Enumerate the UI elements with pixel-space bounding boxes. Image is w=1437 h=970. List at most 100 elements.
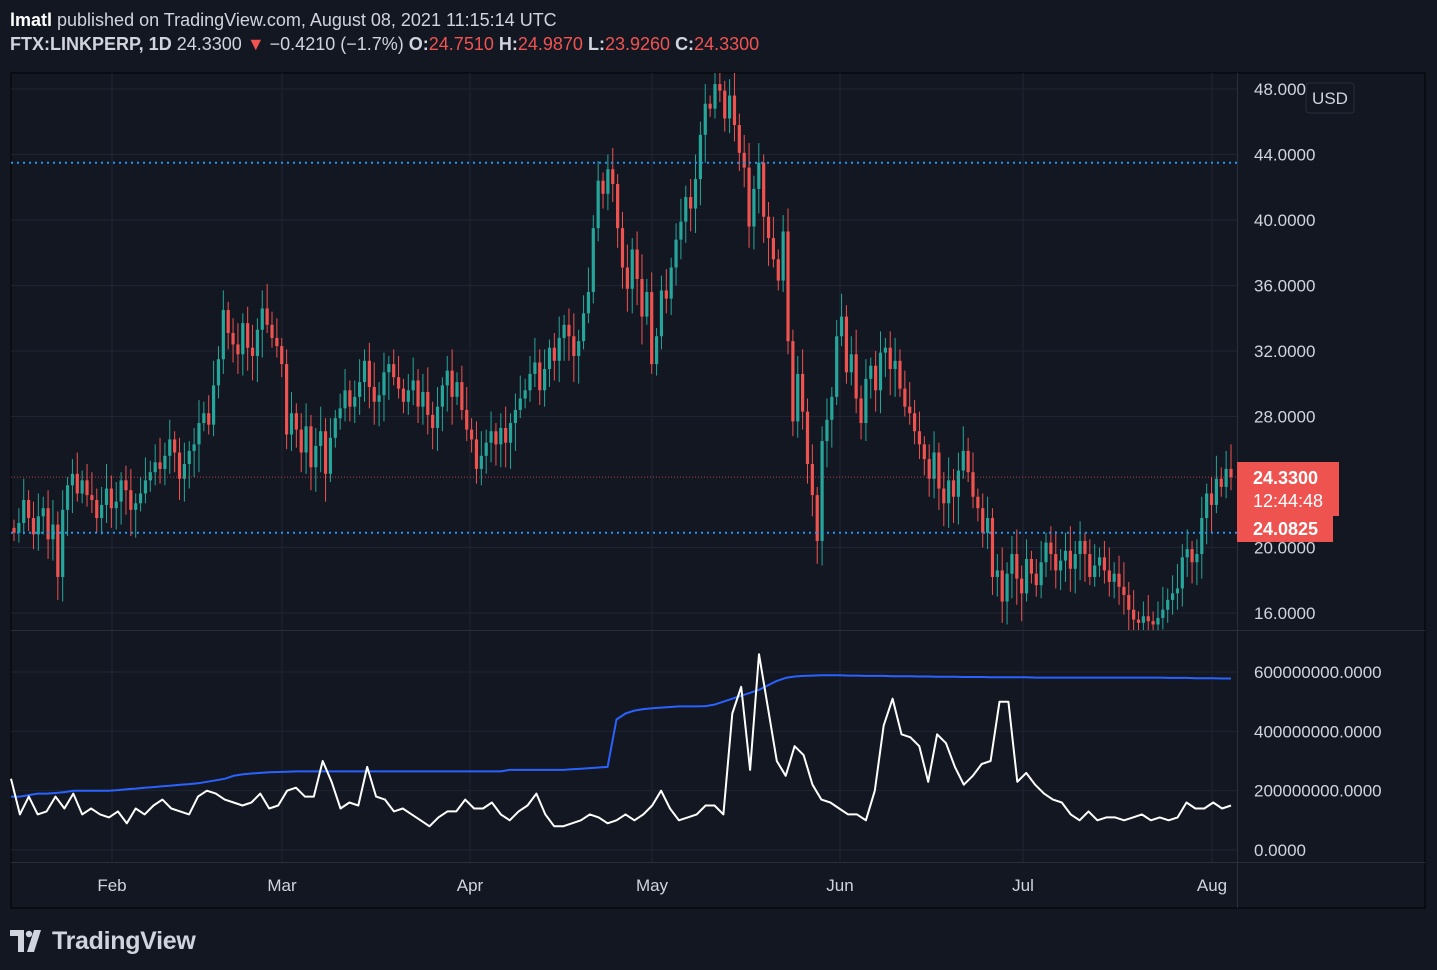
candle-body bbox=[864, 378, 868, 424]
candle-body bbox=[771, 238, 776, 260]
candle-body bbox=[1054, 554, 1058, 571]
candle-body bbox=[241, 323, 245, 355]
candle-body bbox=[718, 84, 722, 91]
candle-body bbox=[961, 450, 965, 471]
candle-body bbox=[1039, 562, 1043, 586]
candle-body bbox=[762, 162, 766, 217]
candle-body bbox=[1170, 593, 1175, 600]
volume-tick-label: 0.0000 bbox=[1254, 841, 1306, 860]
countdown-label: 12:44:48 bbox=[1253, 491, 1323, 511]
candle-body bbox=[630, 249, 634, 289]
candle-body bbox=[625, 267, 629, 289]
candle-body bbox=[406, 390, 410, 402]
candle-body bbox=[353, 396, 357, 407]
candle-body bbox=[367, 360, 371, 388]
price-tick-label: 40.0000 bbox=[1254, 211, 1315, 230]
candle-body bbox=[1049, 542, 1053, 555]
candle-body bbox=[898, 360, 902, 389]
candle-body bbox=[786, 231, 790, 342]
candle-body bbox=[192, 444, 196, 451]
candle-body bbox=[1209, 493, 1214, 505]
candle-body bbox=[1195, 554, 1199, 563]
candle-body bbox=[1068, 550, 1072, 569]
candle-body bbox=[513, 409, 518, 424]
candle-body bbox=[372, 387, 376, 402]
candle-body bbox=[990, 518, 995, 577]
candle-body bbox=[333, 418, 337, 438]
candle-body bbox=[265, 308, 269, 325]
candle-body bbox=[1000, 570, 1004, 602]
candle-body bbox=[173, 439, 177, 453]
candle-body bbox=[328, 437, 333, 474]
candle-body bbox=[947, 480, 951, 504]
currency-badge bbox=[1305, 82, 1355, 114]
candle-body bbox=[323, 431, 328, 474]
volume-ma-line bbox=[11, 674, 1231, 798]
candle-body bbox=[499, 427, 503, 445]
candle-body bbox=[187, 450, 191, 464]
candle-body bbox=[460, 382, 464, 410]
candle-body bbox=[1029, 558, 1034, 574]
candle-body bbox=[250, 347, 255, 356]
candle-body bbox=[586, 292, 591, 314]
candle-body bbox=[46, 508, 50, 540]
volume-line bbox=[10, 653, 1232, 828]
candle-body bbox=[732, 95, 737, 126]
author-name[interactable]: lmatl bbox=[10, 10, 53, 30]
time-tick-label: Jun bbox=[826, 876, 853, 895]
candle-body bbox=[591, 228, 595, 293]
time-tick-label: Apr bbox=[457, 876, 484, 895]
candle-body bbox=[650, 292, 654, 365]
candle-body bbox=[450, 370, 454, 397]
candle-body bbox=[484, 442, 488, 456]
candle-body bbox=[1073, 554, 1077, 569]
candle-body bbox=[723, 90, 727, 119]
candle-body bbox=[41, 508, 45, 517]
candle-body bbox=[1146, 616, 1150, 622]
candle-body bbox=[246, 323, 250, 348]
candle-body bbox=[1107, 570, 1111, 582]
low-label: L: bbox=[587, 34, 605, 54]
last-price-badge bbox=[1237, 462, 1339, 516]
candle-body bbox=[1141, 616, 1145, 623]
candle-body bbox=[654, 336, 659, 365]
candle-body bbox=[479, 455, 483, 469]
candle-body bbox=[465, 409, 469, 430]
time-tick-label: Mar bbox=[267, 876, 297, 895]
candle-body bbox=[708, 103, 712, 109]
candle-body bbox=[859, 398, 863, 424]
candle-body bbox=[727, 95, 732, 119]
candle-body bbox=[1078, 540, 1082, 555]
candle-body bbox=[693, 179, 698, 209]
candle-body bbox=[275, 337, 279, 347]
candle-body bbox=[581, 313, 586, 342]
candle-body bbox=[358, 382, 362, 397]
candle-body bbox=[981, 508, 985, 533]
price-tick-label: 36.0000 bbox=[1254, 277, 1315, 296]
candle-body bbox=[888, 347, 892, 370]
price-tick-label: 48.0000 bbox=[1254, 80, 1315, 99]
candle-body bbox=[80, 480, 84, 494]
candle-body bbox=[236, 344, 240, 355]
footer-brand[interactable]: TradingView bbox=[10, 924, 196, 958]
candle-body bbox=[1117, 573, 1121, 587]
candle-body bbox=[912, 413, 917, 432]
candle-body bbox=[411, 380, 415, 391]
candle-body bbox=[1224, 468, 1228, 487]
candle-body bbox=[703, 103, 707, 135]
candle-body bbox=[153, 462, 157, 473]
candle-body bbox=[1059, 560, 1063, 571]
volume-tick-label: 400000000.0000 bbox=[1254, 722, 1382, 741]
open-value: 24.7510 bbox=[428, 34, 494, 54]
candle-body bbox=[148, 472, 152, 481]
candle-body bbox=[917, 431, 922, 445]
candle-body bbox=[70, 473, 75, 486]
candle-body bbox=[90, 495, 94, 501]
candle-body bbox=[835, 336, 839, 397]
candle-body bbox=[523, 390, 527, 399]
candle-body bbox=[752, 188, 756, 227]
candle-body bbox=[75, 473, 79, 494]
high-label: H: bbox=[498, 34, 518, 54]
candle-body bbox=[304, 426, 308, 453]
